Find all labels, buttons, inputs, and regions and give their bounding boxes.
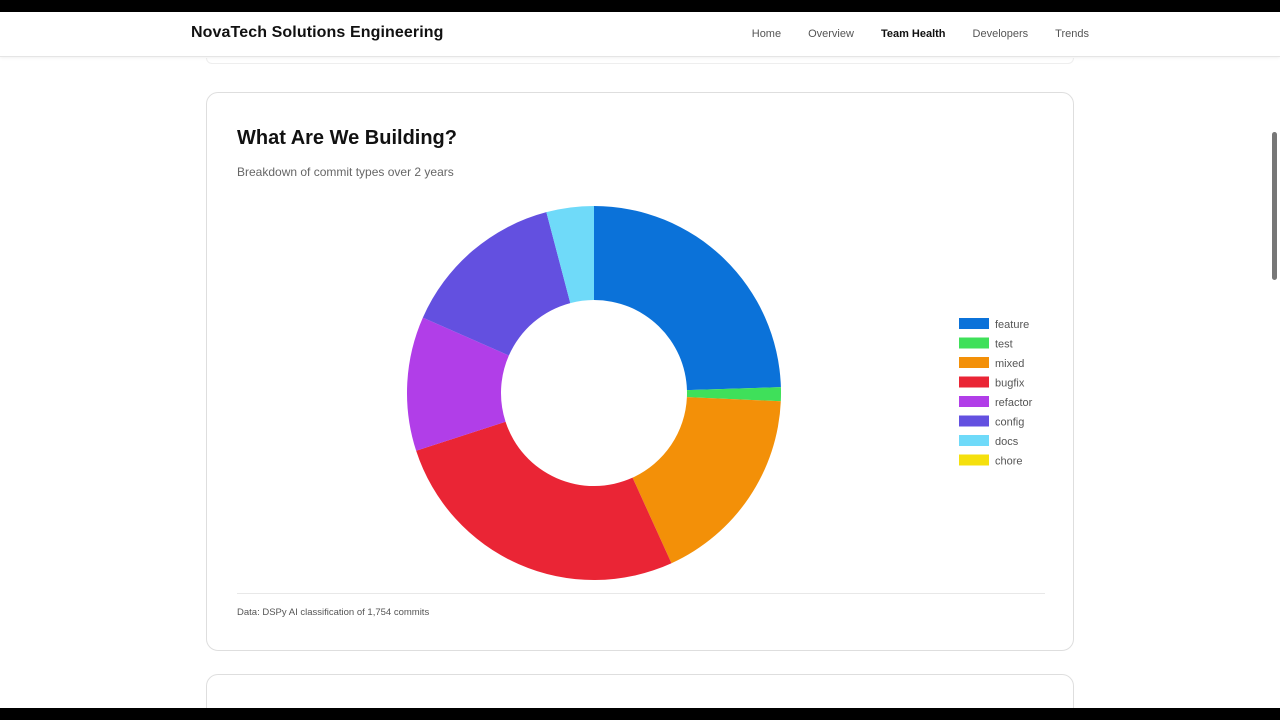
donut-slices (407, 206, 781, 580)
previous-card-edge (206, 58, 1074, 64)
nav-link-home[interactable]: Home (751, 28, 782, 40)
legend-item-feature[interactable]: feature (959, 318, 1029, 331)
legend-item-refactor[interactable]: refactor (959, 396, 1033, 409)
legend-item-config[interactable]: config (959, 415, 1024, 429)
legend-swatch-config (959, 415, 989, 427)
legend-item-chore[interactable]: chore (959, 454, 1023, 468)
legend-item-bugfix[interactable]: bugfix (959, 376, 1025, 390)
page-viewport: NovaTech Solutions Engineering Home Over… (0, 12, 1280, 708)
legend-item-test[interactable]: test (959, 337, 1013, 351)
slice-feature[interactable] (594, 206, 781, 391)
legend-swatch-docs (959, 435, 989, 446)
legend-item-docs[interactable]: docs (959, 435, 1019, 448)
slice-refactor[interactable] (407, 317, 509, 451)
page-scrollbar[interactable] (1272, 132, 1277, 280)
card-footer: Data: DSPy AI classification of 1,754 co… (237, 607, 430, 618)
legend-label-refactor: refactor (995, 397, 1033, 409)
slice-docs[interactable] (546, 206, 594, 304)
legend-swatch-mixed (959, 357, 989, 368)
card-subtitle: Breakdown of commit types over 2 years (237, 165, 454, 179)
legend-swatch-refactor (959, 396, 989, 407)
legend-label-test: test (995, 339, 1013, 351)
legend-label-config: config (995, 417, 1024, 429)
legend-label-docs: docs (995, 436, 1019, 448)
legend-swatch-test (959, 337, 989, 349)
nav-links: Home Overview Team Health Developers Tre… (725, 28, 1089, 40)
card-title: What Are We Building? (237, 127, 457, 149)
chart-legend: feature test mixed bugfix refactor config docs… (959, 318, 1033, 468)
nav-link-overview[interactable]: Overview (808, 28, 854, 40)
nav-link-developers[interactable]: Developers (972, 28, 1029, 40)
legend-swatch-chore (959, 454, 989, 466)
next-card (206, 674, 1074, 708)
donut-chart: feature test mixed bugfix refactor config docs… (407, 206, 1033, 580)
slice-mixed[interactable] (632, 397, 781, 564)
brand-title[interactable]: NovaTech Solutions Engineering (191, 24, 444, 41)
slice-bugfix[interactable] (416, 421, 672, 580)
commit-types-card: What Are We Building? Breakdown of commi… (206, 92, 1074, 651)
legend-label-mixed: mixed (995, 358, 1024, 370)
legend-swatch-bugfix (959, 376, 989, 388)
legend-item-mixed[interactable]: mixed (959, 357, 1024, 370)
top-navbar: NovaTech Solutions Engineering Home Over… (0, 12, 1280, 57)
legend-label-chore: chore (995, 456, 1023, 468)
slice-test[interactable] (686, 387, 781, 402)
legend-swatch-feature (959, 318, 989, 329)
nav-link-trends[interactable]: Trends (1055, 28, 1089, 40)
card-divider (237, 593, 1045, 594)
slice-config[interactable] (422, 212, 571, 356)
legend-label-bugfix: bugfix (995, 378, 1025, 390)
legend-label-feature: feature (995, 319, 1029, 331)
nav-link-team-health[interactable]: Team Health (880, 28, 946, 40)
